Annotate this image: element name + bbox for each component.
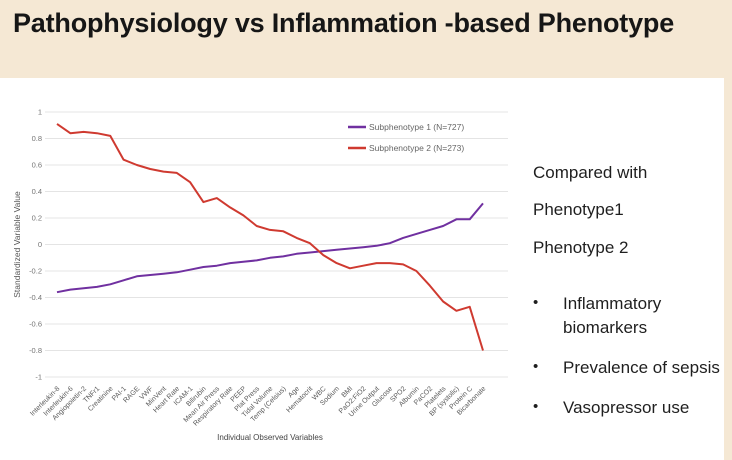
bullet-text: Prevalence of sepsis [563, 358, 720, 378]
bullet-text: Inflammatory biomarkers [563, 293, 662, 338]
bullet-dot-icon: • [533, 358, 539, 376]
y-tick-label: -0.6 [29, 320, 42, 329]
y-tick-label: 0.8 [32, 134, 42, 143]
content-area: 1 0.8 0.6 0.4 0.2 0 -0.2 -0.4 -0.6 -0.8 -1 Interleu… [0, 78, 724, 460]
y-tick-label: 1 [38, 108, 42, 117]
y-tick-label: -0.8 [29, 346, 42, 355]
bullet-text: Vasopressor use [563, 397, 690, 417]
y-tick-label: 0 [38, 240, 42, 249]
slide-title: Pathophysiology vs Inflammation -based P… [13, 8, 675, 38]
side-bullet-list: • Inflammatory biomarkers • Prevalence of s… [533, 292, 729, 421]
y-tick-label: 0.2 [32, 214, 42, 223]
series-line-1 [56, 202, 484, 294]
y-tick-label: -0.4 [29, 293, 42, 302]
bullet-dot-icon: • [533, 293, 539, 311]
side-text-compared-with: Compared with [533, 163, 648, 182]
bullet-item: • Inflammatory biomarkers [533, 292, 729, 341]
y-axis-title: Standardized Variable Value [12, 191, 22, 298]
y-tick-label: 0.6 [32, 161, 42, 170]
title-band: Pathophysiology vs Inflammation -based P… [0, 0, 732, 78]
side-panel: Compared with Phenotype1 Phenotype 2 • In… [533, 162, 729, 435]
series-line-2 [56, 123, 484, 351]
bullet-dot-icon: • [533, 397, 539, 415]
x-axis-title: Individual Observed Variables [217, 433, 323, 442]
legend-label-1: Subphenotype 1 (N=727) [369, 122, 464, 132]
side-text-phenotype2: Phenotype 2 [533, 237, 629, 257]
side-text-phenotype1: Phenotype1 [533, 200, 624, 220]
legend-label-2: Subphenotype 2 (N=273) [369, 143, 464, 153]
y-tick-label: -1 [35, 373, 42, 382]
bullet-item: • Vasopressor use [533, 396, 729, 421]
bullet-item: • Prevalence of sepsis [533, 356, 729, 381]
y-tick-label: 0.4 [32, 187, 42, 196]
line-chart-svg: 10.80.60.40.20-0.2-0.4-0.6-0.8-1Interleu… [12, 108, 508, 442]
y-tick-label: -0.2 [29, 267, 42, 276]
phenotype-chart: 1 0.8 0.6 0.4 0.2 0 -0.2 -0.4 -0.6 -0.8 -1 Interleu… [8, 100, 520, 452]
